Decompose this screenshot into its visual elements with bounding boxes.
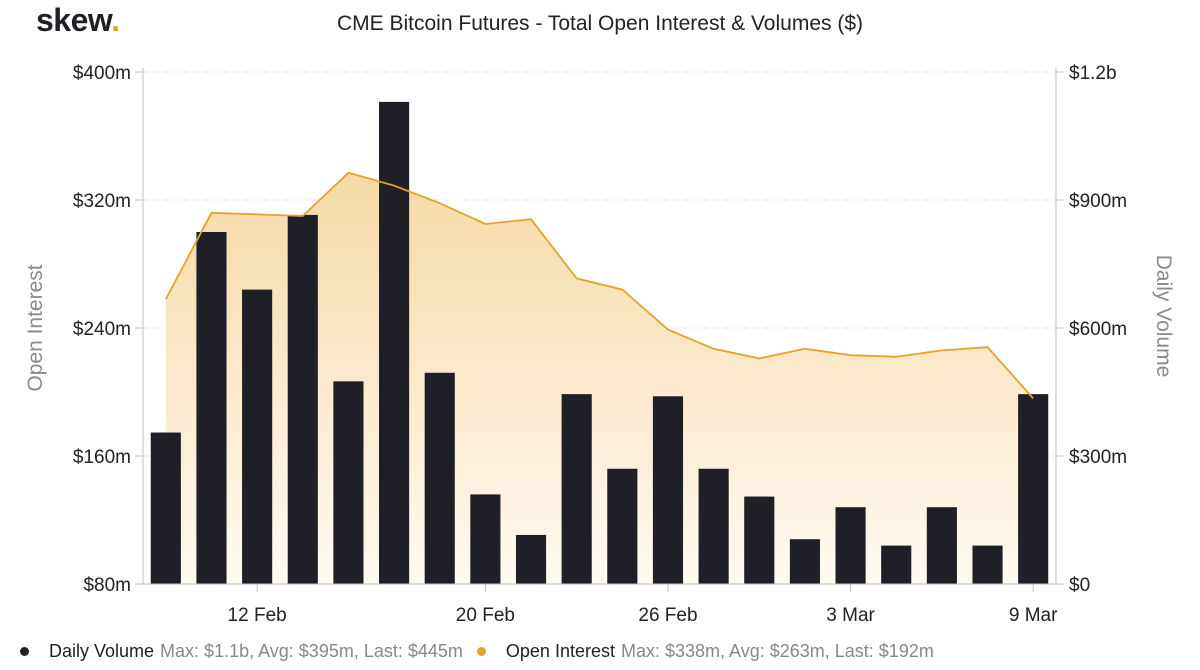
volume-bar — [972, 545, 1003, 584]
legend-stats-daily-volume: Max: $1.1b, Avg: $395m, Last: $445m — [160, 640, 463, 661]
left-tick-label: $160m — [73, 447, 131, 468]
volume-bar — [881, 545, 912, 584]
volume-bar — [698, 468, 729, 584]
legend-label-open-interest: Open Interest — [505, 640, 615, 661]
volume-bar — [379, 101, 410, 584]
volume-bar — [424, 372, 455, 584]
legend-marker-daily-volume — [20, 646, 29, 656]
legend: Daily Volume Max: $1.1b, Avg: $395m, Las… — [20, 638, 948, 664]
volume-bar — [515, 534, 547, 584]
right-tick-label: $600m — [1069, 319, 1127, 340]
x-tick-label: 20 Feb — [456, 605, 515, 626]
volume-bar — [744, 496, 775, 584]
right-tick-label: $0 — [1069, 575, 1090, 596]
volume-bar — [1018, 394, 1049, 584]
x-tick-label: 3 Mar — [826, 605, 875, 626]
legend-item-daily-volume[interactable]: Daily Volume Max: $1.1b, Avg: $395m, Las… — [20, 641, 463, 662]
left-tick-label: $240m — [73, 319, 131, 340]
volume-bar — [789, 539, 820, 584]
right-tick-label: $300m — [1069, 447, 1127, 468]
left-tick-label: $320m — [73, 191, 131, 212]
volume-bar — [652, 396, 684, 584]
volume-bar — [470, 494, 501, 584]
x-tick-label: 26 Feb — [638, 605, 697, 626]
volume-bar — [287, 214, 318, 584]
left-tick-label: $400m — [73, 63, 131, 84]
x-tick-label: 9 Mar — [1009, 605, 1058, 626]
open-interest-line — [165, 171, 1034, 399]
legend-label-daily-volume: Daily Volume — [49, 640, 155, 661]
volume-bar — [150, 432, 181, 584]
right-tick-label: $1.2b — [1069, 63, 1117, 84]
volume-bar — [561, 394, 592, 584]
legend-item-open-interest[interactable]: Open Interest Max: $338m, Avg: $263m, La… — [476, 640, 934, 662]
volume-bar — [607, 468, 638, 584]
volume-bar — [333, 381, 364, 584]
chart-canvas: $400m $320m $240m $160m $80m $1.2b $900m $600m $… — [24, 63, 1175, 626]
volume-bar — [196, 232, 227, 584]
brand-logo: skew. — [36, 2, 120, 39]
volume-bar — [835, 507, 866, 584]
volume-bar — [242, 289, 273, 584]
legend-stats-open-interest: Max: $338m, Avg: $263m, Last: $192m — [620, 640, 934, 661]
chart-title: CME Bitcoin Futures - Total Open Interes… — [337, 12, 863, 35]
brand-name: skew — [36, 2, 112, 38]
right-tick-label: $900m — [1069, 191, 1127, 212]
legend-marker-open-interest — [476, 646, 486, 656]
left-tick-label: $80m — [83, 575, 131, 596]
brand-dot: . — [111, 2, 120, 38]
right-axis-title: Daily Volume — [1152, 255, 1175, 378]
left-axis-title: Open Interest — [24, 264, 47, 391]
volume-bar — [926, 507, 957, 584]
x-tick-label: 12 Feb — [228, 605, 287, 626]
